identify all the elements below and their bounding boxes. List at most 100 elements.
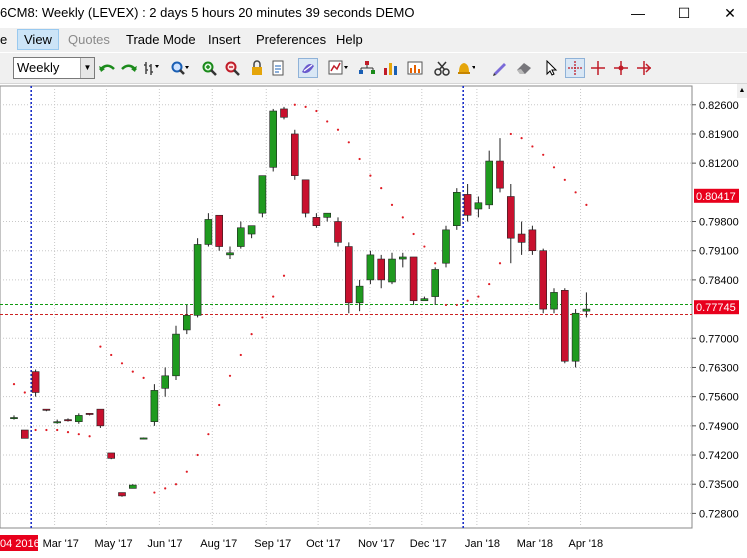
sar-point xyxy=(45,428,48,432)
menu-view[interactable]: View xyxy=(17,29,59,50)
y-tick-label: 0.81900 xyxy=(699,129,739,141)
draw-mode-icon[interactable] xyxy=(298,58,318,78)
sar-point xyxy=(282,274,286,277)
sar-point xyxy=(131,370,134,373)
eraser-icon[interactable] xyxy=(514,58,534,78)
zoom-in-icon[interactable] xyxy=(200,58,220,78)
x-highlight xyxy=(0,535,38,551)
redo-icon[interactable] xyxy=(119,58,139,78)
crosshair-icon[interactable] xyxy=(565,58,585,78)
candle-body xyxy=(226,252,234,256)
sar-point xyxy=(477,295,480,298)
candle-body xyxy=(10,417,18,420)
menu-insert[interactable]: Insert xyxy=(208,32,241,47)
candle-body xyxy=(463,194,472,216)
candle-body xyxy=(560,290,569,362)
bell-icon[interactable] xyxy=(455,58,475,78)
bars-icon[interactable] xyxy=(405,58,425,78)
menu-file[interactable]: e xyxy=(0,32,8,47)
minimize-button[interactable]: — xyxy=(631,5,645,21)
price-chart[interactable]: 0.82600 0.81900 0.81200 0.79800 0.79100 0.784… xyxy=(0,84,747,553)
sar-point xyxy=(315,109,318,113)
close-button[interactable]: ✕ xyxy=(724,4,736,21)
chart-area[interactable]: 0.82600 0.81900 0.81200 0.79800 0.79100 0.784… xyxy=(0,84,747,553)
x-tick-label: 04 2016 xyxy=(0,538,40,550)
candle-body xyxy=(64,419,72,422)
candle-body xyxy=(409,256,418,302)
tree-icon[interactable] xyxy=(357,58,377,78)
sar-point xyxy=(164,487,167,490)
sar-point xyxy=(455,303,458,307)
sar-point xyxy=(56,428,59,432)
candle-body xyxy=(247,225,256,235)
x-tick-label: Mar '17 xyxy=(43,538,79,550)
indicator-icon[interactable] xyxy=(328,58,348,78)
sar-point xyxy=(585,203,588,206)
price-tag-label: 0.80417 xyxy=(696,191,736,203)
candle-body xyxy=(301,179,310,214)
sar-point xyxy=(390,203,394,206)
candle-body xyxy=(204,219,213,245)
candle-body xyxy=(539,250,548,310)
candle-body xyxy=(75,415,83,422)
crosshair-dot-icon[interactable] xyxy=(611,58,631,78)
candle-body xyxy=(506,196,515,239)
candle-body xyxy=(355,285,364,304)
crosshair-arrow-icon[interactable] xyxy=(634,58,654,78)
zoom-out-icon[interactable] xyxy=(223,58,243,78)
page-icon[interactable] xyxy=(268,58,288,78)
sar-point xyxy=(304,105,307,108)
title-bar: 6CM8: Weekly (LEVEX) : 2 days 5 hours 20… xyxy=(0,0,747,26)
maximize-button[interactable]: ☐ xyxy=(677,4,691,21)
candle-body xyxy=(398,256,407,260)
x-tick-label: Oct '17 xyxy=(306,538,341,550)
candle-body xyxy=(183,315,191,331)
sar-point xyxy=(358,157,361,161)
undo-icon[interactable] xyxy=(97,58,117,78)
scissors-icon[interactable] xyxy=(432,58,452,78)
cursor-icon[interactable] xyxy=(541,58,561,78)
candle-body xyxy=(388,258,396,283)
sar-point xyxy=(412,232,415,236)
bar-style-icon[interactable] xyxy=(143,58,163,78)
pencil-icon[interactable] xyxy=(490,58,510,78)
sar-point xyxy=(239,353,242,357)
candle-body xyxy=(420,298,429,302)
candle-body xyxy=(107,452,115,459)
lock-icon[interactable] xyxy=(247,58,267,78)
sar-point xyxy=(110,353,113,357)
sar-point xyxy=(552,166,556,169)
sar-point xyxy=(250,333,253,336)
y-tick-label: 0.73500 xyxy=(699,479,739,491)
bars-icon[interactable] xyxy=(381,58,401,78)
candle-body xyxy=(496,160,504,189)
menu-bar: e View Quotes Trade Mode Insert Preferen… xyxy=(0,28,747,52)
y-tick-label: 0.72800 xyxy=(699,508,739,520)
sar-point xyxy=(520,137,523,140)
y-tick-label: 0.74900 xyxy=(699,421,739,433)
crosshair-red-icon[interactable] xyxy=(588,58,608,78)
scroll-up-button[interactable]: ▲ xyxy=(737,84,747,98)
timeframe-value: Weekly xyxy=(17,60,60,75)
candle-body xyxy=(290,133,299,176)
menu-quotes[interactable]: Quotes xyxy=(68,32,110,47)
timeframe-select[interactable]: Weekly ▼ xyxy=(13,57,95,79)
zoom-icon[interactable] xyxy=(170,58,190,78)
candle-body xyxy=(269,110,278,168)
sar-point xyxy=(218,403,221,407)
sar-point xyxy=(293,103,296,106)
x-tick-label: Nov '17 xyxy=(358,538,395,550)
sar-point xyxy=(142,376,145,379)
chevron-down-icon[interactable]: ▼ xyxy=(80,58,94,78)
sar-point xyxy=(23,391,26,394)
sar-point xyxy=(185,470,188,473)
candle-body xyxy=(193,244,202,316)
menu-help[interactable]: Help xyxy=(336,32,363,47)
y-tick-label: 0.76300 xyxy=(699,362,739,374)
menu-preferences[interactable]: Preferences xyxy=(256,32,327,47)
y-tick-label: 0.79800 xyxy=(699,217,739,229)
sar-point xyxy=(272,295,275,298)
x-tick-label: Sep '17 xyxy=(254,538,291,550)
menu-trade-mode[interactable]: Trade Mode xyxy=(126,32,196,47)
sar-point xyxy=(174,483,178,486)
